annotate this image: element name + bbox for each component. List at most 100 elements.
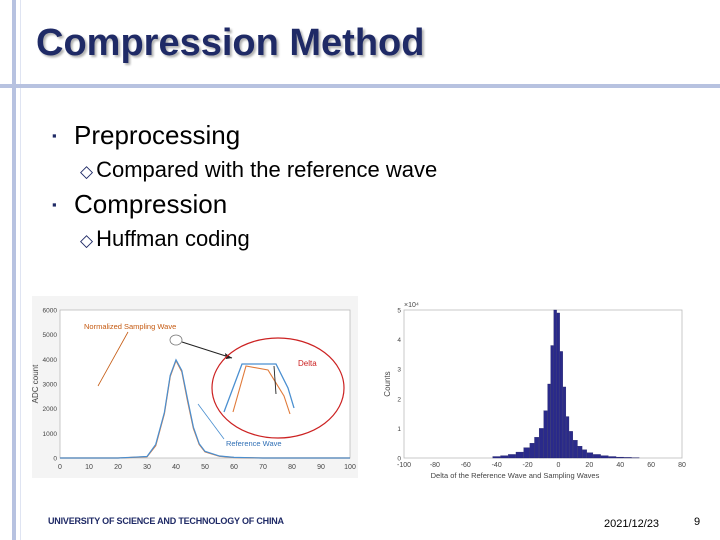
- diamond-icon: ◇: [80, 231, 94, 250]
- histogram-bar: [616, 456, 624, 459]
- x-tick-label: 90: [317, 464, 325, 471]
- institution-name: UNIVERSITY OF SCIENCE AND TECHNOLOGY OF …: [48, 516, 284, 526]
- histogram-bar: [550, 345, 554, 459]
- histogram-bar: [559, 351, 563, 459]
- histogram-bar: [562, 386, 567, 459]
- slide-title: Compression Method: [36, 22, 425, 64]
- x-tick-label: -80: [430, 462, 440, 469]
- x-tick-label: 20: [585, 462, 593, 469]
- bullet-marker-icon: ▪: [52, 197, 57, 212]
- histogram-bar: [500, 455, 509, 459]
- x-tick-label: 80: [288, 464, 296, 471]
- histogram-bar: [600, 455, 609, 459]
- histogram-bar: [566, 416, 570, 459]
- sub-bullet-huffman: ◇ Huffman coding: [80, 226, 250, 252]
- slide-date: 2021/12/23: [604, 518, 660, 530]
- y-tick-label: 0: [53, 456, 57, 463]
- diamond-icon: ◇: [80, 162, 94, 181]
- x-tick-label: 50: [201, 464, 209, 471]
- y-tick-label: 5: [397, 308, 401, 315]
- sub-bullet-label: Compared with the reference wave: [96, 157, 438, 182]
- zoom-inset-circle: [211, 337, 345, 439]
- histogram-bar: [608, 456, 617, 459]
- histogram-bar: [556, 312, 560, 459]
- x-tick-label: 30: [143, 464, 151, 471]
- zoom-pointer-head: [225, 353, 232, 359]
- histogram-bar: [515, 451, 524, 459]
- y-exponent-label: ×10⁴: [404, 302, 419, 309]
- page-number: 9: [694, 516, 701, 528]
- annotation-reference-wave: Reference Wave: [226, 439, 282, 448]
- x-tick-label: -100: [397, 462, 411, 469]
- histogram-bar: [543, 410, 548, 459]
- series-lines: [60, 358, 350, 459]
- bullet-label: Preprocessing: [74, 120, 241, 150]
- inset-delta-line: [273, 365, 277, 395]
- x-tick-label: 60: [647, 462, 655, 469]
- x-tick-label: 70: [259, 464, 267, 471]
- histogram-bar: [534, 437, 539, 459]
- y-tick-label: 5000: [43, 332, 58, 339]
- y-tick-label: 6000: [43, 308, 58, 315]
- y-tick-label: 3000: [43, 382, 58, 389]
- y-axis-label: ADC count: [31, 364, 40, 403]
- annotation-arrow: [97, 331, 129, 387]
- x-tick-label: -40: [492, 462, 502, 469]
- x-tick-label: 40: [616, 462, 624, 469]
- left-accent-line: [20, 0, 21, 540]
- histogram-bar: [577, 446, 583, 459]
- histogram-bar: [623, 457, 632, 459]
- y-tick-label: 4000: [43, 357, 58, 364]
- histogram-bar: [538, 428, 544, 459]
- histogram-bar: [547, 383, 551, 459]
- y-tick-label: 2: [397, 396, 401, 403]
- x-tick-label: 100: [344, 464, 356, 471]
- tick-labels: 0 10 20 30 40 50 60 70 80 90 100010002000300040005…: [43, 308, 356, 472]
- histogram-bar: [569, 431, 573, 459]
- y-tick-label: 2000: [43, 406, 58, 413]
- y-tick-label: 3: [397, 367, 401, 374]
- x-tick-label: -20: [522, 462, 532, 469]
- histogram-bar: [492, 456, 501, 459]
- histogram-bar: [523, 447, 530, 459]
- annotation-sampling-wave: Normalized Sampling Wave: [84, 322, 176, 331]
- inset-reference-wave: [223, 363, 295, 413]
- histogram-bar: [582, 449, 587, 459]
- x-tick-label: 10: [85, 464, 93, 471]
- x-tick-label: -60: [461, 462, 471, 469]
- tick-labels: -100 -80 -60 -40 -20 0 20 40 60 80 0 1 2 3 4 5: [397, 308, 686, 470]
- sub-bullet-compared: ◇ Compared with the reference wave: [80, 157, 437, 183]
- histogram-bar: [586, 452, 594, 459]
- x-tick-label: 60: [230, 464, 238, 471]
- inset-sampling-wave: [232, 365, 291, 415]
- x-axis-label: Delta of the Reference Wave and Sampling…: [431, 471, 600, 480]
- waveform-chart: ADC count 0 10 20 30 40 50 60 70 80 90 10001000200…: [31, 296, 358, 478]
- histogram-chart: ×10⁴ Counts Delta of the Reference Wave …: [376, 296, 698, 490]
- y-tick-label: 4: [397, 337, 401, 344]
- bullet-preprocessing: ▪ Preprocessing: [52, 120, 241, 151]
- histogram-bar: [593, 454, 601, 459]
- bullet-label: Compression: [74, 189, 228, 219]
- x-tick-label: 0: [58, 464, 62, 471]
- histogram-bar: [572, 440, 578, 459]
- x-tick-label: 40: [172, 464, 180, 471]
- bullet-compression: ▪ Compression: [52, 189, 228, 220]
- y-tick-label: 1000: [43, 431, 58, 438]
- plot-area: [59, 309, 351, 459]
- y-axis-label: Counts: [383, 371, 392, 396]
- title-underline-bar: [0, 84, 720, 88]
- x-tick-label: 0: [556, 462, 560, 469]
- histogram-bar: [529, 443, 535, 459]
- left-accent-bar: [12, 0, 16, 540]
- x-tick-label: 20: [114, 464, 122, 471]
- y-tick-label: 0: [397, 456, 401, 463]
- series-line: [60, 358, 350, 459]
- x-tick-label: 80: [678, 462, 686, 469]
- histogram-bar: [508, 454, 516, 459]
- histogram-bar: [553, 309, 557, 459]
- y-tick-label: 1: [397, 426, 401, 433]
- zoom-pointer-arrow: [181, 341, 233, 359]
- bullet-marker-icon: ▪: [52, 128, 57, 143]
- sub-bullet-label: Huffman coding: [96, 226, 250, 251]
- annotation-arrow: [197, 403, 225, 440]
